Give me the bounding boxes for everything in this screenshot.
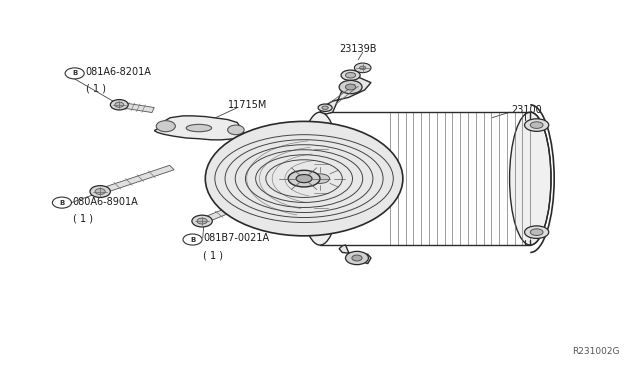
Text: ( 1 ): ( 1 )	[73, 213, 93, 223]
Text: 080A6-8901A: 080A6-8901A	[73, 196, 138, 206]
Circle shape	[115, 102, 124, 108]
Polygon shape	[339, 245, 371, 263]
Circle shape	[352, 255, 362, 261]
Text: 081B7-0021A: 081B7-0021A	[204, 233, 269, 243]
Ellipse shape	[205, 121, 403, 236]
Text: R231002G: R231002G	[572, 347, 620, 356]
Ellipse shape	[296, 174, 312, 183]
Text: 11715M: 11715M	[228, 100, 267, 110]
Ellipse shape	[288, 170, 320, 187]
Text: 23100: 23100	[511, 105, 542, 115]
Ellipse shape	[525, 119, 548, 131]
Ellipse shape	[322, 106, 328, 109]
Polygon shape	[320, 75, 371, 114]
Ellipse shape	[346, 73, 356, 78]
Text: ( 1 ): ( 1 )	[86, 84, 106, 94]
Polygon shape	[200, 190, 275, 223]
Text: ( 1 ): ( 1 )	[204, 250, 223, 260]
Ellipse shape	[318, 104, 332, 112]
Ellipse shape	[525, 226, 548, 238]
Circle shape	[355, 63, 371, 73]
Ellipse shape	[310, 174, 330, 183]
Ellipse shape	[509, 112, 551, 245]
Circle shape	[339, 80, 362, 94]
Ellipse shape	[300, 112, 340, 245]
Circle shape	[228, 125, 244, 135]
Text: B: B	[60, 200, 65, 206]
Circle shape	[360, 66, 366, 70]
Text: 23139B: 23139B	[339, 44, 376, 54]
Circle shape	[90, 186, 110, 198]
Circle shape	[346, 251, 369, 264]
Circle shape	[192, 215, 212, 227]
Polygon shape	[118, 102, 154, 112]
Circle shape	[95, 189, 105, 195]
Circle shape	[156, 121, 175, 132]
Text: 081A6-8201A: 081A6-8201A	[86, 67, 152, 77]
Ellipse shape	[186, 124, 212, 132]
Ellipse shape	[531, 229, 543, 235]
Polygon shape	[98, 165, 174, 194]
Ellipse shape	[531, 122, 543, 128]
Text: B: B	[72, 70, 77, 76]
Ellipse shape	[303, 123, 337, 234]
Text: B: B	[190, 237, 195, 243]
Polygon shape	[154, 116, 244, 140]
Ellipse shape	[341, 70, 360, 80]
Circle shape	[346, 84, 356, 90]
Circle shape	[110, 100, 128, 110]
Circle shape	[197, 218, 207, 224]
